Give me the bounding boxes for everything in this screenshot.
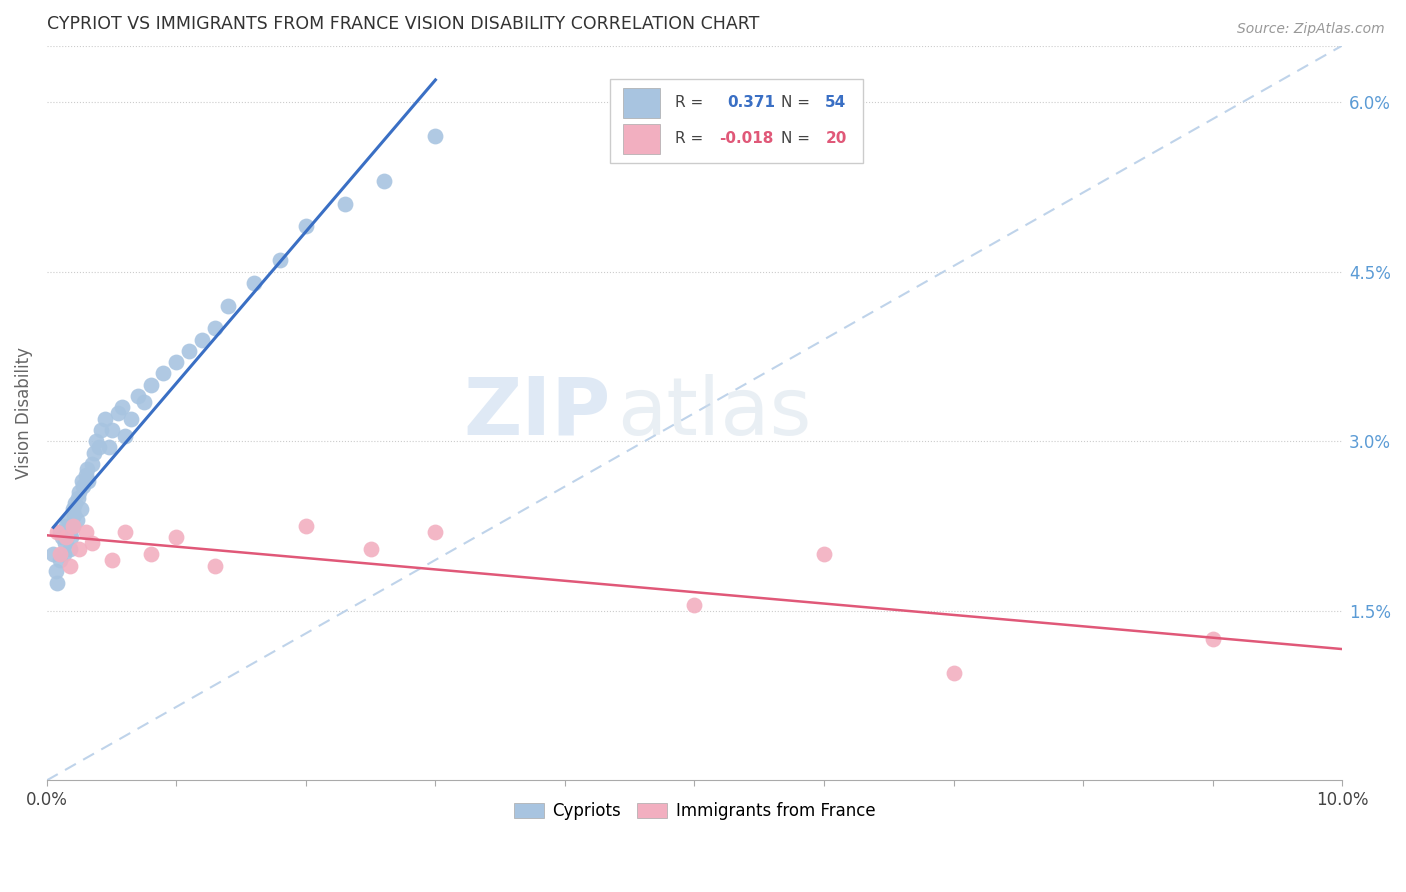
Point (42, 547, 65, 561)
Point (243, 276, 266, 290)
Point (94, 411, 117, 425)
Point (120, 411, 142, 425)
Point (59, 558, 82, 573)
Point (114, 428, 136, 442)
Point (333, 197, 356, 211)
Point (295, 519, 318, 533)
Y-axis label: Vision Disability: Vision Disability (15, 347, 32, 479)
Point (60, 530, 83, 544)
Point (165, 530, 187, 544)
Point (139, 547, 162, 561)
Point (813, 547, 835, 561)
Point (269, 253, 291, 268)
Point (1201, 632, 1223, 646)
Point (204, 558, 226, 573)
Point (114, 524, 136, 539)
Point (53, 536, 76, 550)
Point (69, 502, 91, 516)
Point (62, 502, 84, 516)
Point (63, 508, 86, 522)
Text: CYPRIOT VS IMMIGRANTS FROM FRANCE VISION DISABILITY CORRELATION CHART: CYPRIOT VS IMMIGRANTS FROM FRANCE VISION… (46, 15, 759, 33)
Point (51, 530, 73, 544)
Point (217, 299, 239, 313)
Point (49, 547, 72, 561)
Point (132, 394, 155, 409)
Point (100, 553, 122, 567)
Text: N =: N = (782, 131, 815, 146)
Text: R =: R = (675, 95, 709, 111)
Text: R =: R = (675, 131, 709, 146)
Point (66, 491, 89, 505)
Point (87, 440, 110, 454)
Legend: Cypriots, Immigrants from France: Cypriots, Immigrants from France (508, 796, 882, 827)
Point (56, 513, 79, 527)
Point (82, 457, 104, 471)
Point (111, 401, 134, 415)
Point (67, 541, 90, 556)
FancyBboxPatch shape (623, 88, 659, 118)
Point (66, 513, 89, 527)
Point (55, 519, 77, 533)
Point (165, 355, 187, 369)
Point (179, 343, 201, 358)
Point (76, 462, 98, 476)
Point (204, 321, 226, 335)
Text: 0.371: 0.371 (727, 95, 775, 111)
Point (45, 564, 67, 578)
Point (295, 219, 318, 234)
Text: ZIP: ZIP (463, 374, 610, 452)
Point (75, 468, 97, 483)
Point (52, 547, 75, 561)
Text: 54: 54 (825, 95, 846, 111)
Point (67, 485, 90, 500)
Text: 20: 20 (825, 131, 846, 146)
Point (191, 333, 214, 347)
Point (82, 536, 104, 550)
Point (373, 174, 395, 188)
Point (55, 530, 77, 544)
Point (46, 524, 69, 539)
Point (59, 524, 82, 539)
Point (425, 129, 447, 144)
Point (127, 389, 149, 403)
Point (84, 434, 107, 449)
Point (139, 377, 162, 392)
Point (107, 406, 129, 420)
Point (77, 474, 100, 488)
Point (59, 541, 82, 556)
Point (62, 519, 84, 533)
FancyBboxPatch shape (623, 124, 659, 153)
Point (942, 665, 965, 680)
Point (683, 598, 706, 612)
Point (75, 524, 97, 539)
Point (46, 575, 69, 590)
Text: Source: ZipAtlas.com: Source: ZipAtlas.com (1237, 22, 1385, 37)
Point (360, 541, 382, 556)
Point (49, 524, 72, 539)
Point (90, 423, 112, 437)
Point (55, 530, 77, 544)
Point (65, 496, 87, 510)
Point (152, 367, 174, 381)
Point (425, 524, 447, 539)
Text: atlas: atlas (617, 374, 811, 452)
Point (98, 440, 121, 454)
Text: -0.018: -0.018 (718, 131, 773, 146)
Text: N =: N = (782, 95, 815, 111)
Point (70, 474, 93, 488)
Point (83, 445, 105, 459)
Point (72, 479, 94, 493)
Point (62, 519, 84, 533)
Point (100, 423, 122, 437)
Point (49, 553, 72, 567)
FancyBboxPatch shape (610, 78, 863, 163)
